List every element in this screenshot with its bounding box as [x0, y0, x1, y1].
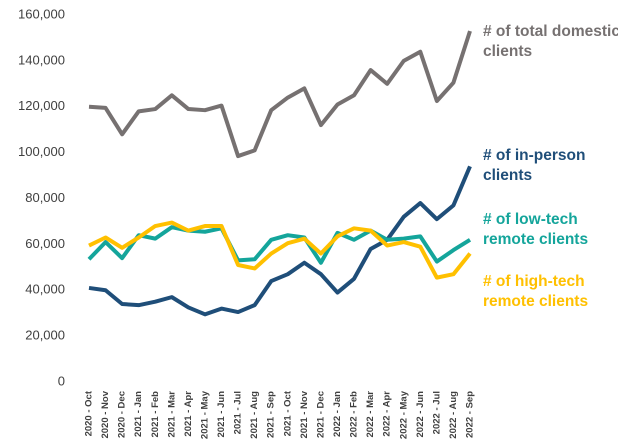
x-tick-label: 2022 - Mar	[365, 391, 376, 438]
x-tick-label: 2020 - Dec	[117, 391, 128, 438]
x-tick-label: 2021 - Apr	[183, 391, 194, 437]
y-tick-label: 60,000	[25, 236, 65, 251]
x-tick-label: 2022 - Sep	[465, 391, 476, 438]
x-tick-label: 2021 - Nov	[299, 390, 310, 438]
y-tick-label: 0	[58, 373, 65, 388]
x-tick-label: 2022 - Jan	[332, 391, 343, 437]
x-tick-label: 2022 - Feb	[349, 391, 360, 438]
x-tick-label: 2022 - Aug	[448, 391, 459, 439]
x-tick-label: 2022 - May	[398, 390, 409, 439]
x-tick-label: 2022 - Apr	[382, 391, 393, 437]
x-tick-label: 2021 - Jan	[133, 391, 144, 437]
x-tick-label: 2021 - Sep	[266, 391, 277, 438]
y-tick-label: 100,000	[18, 144, 65, 159]
x-tick-label: 2020 - Nov	[100, 390, 111, 438]
series-line	[88, 30, 472, 159]
x-tick-label: 2021 - Aug	[249, 391, 260, 439]
series-label: # of total domestic clients	[483, 23, 618, 60]
x-tick-label: 2021 - Dec	[315, 391, 326, 438]
series-label: # of low-tech remote clients	[483, 211, 589, 248]
y-tick-label: 40,000	[25, 282, 65, 297]
y-tick-label: 140,000	[18, 52, 65, 67]
y-tick-label: 80,000	[25, 190, 65, 205]
y-tick-label: 120,000	[18, 98, 65, 113]
series-label: # of high-tech remote clients	[483, 273, 589, 310]
x-tick-label: 2021 - Mar	[166, 391, 177, 438]
x-tick-label: 2021 - Jul	[233, 391, 244, 434]
x-tick-label: 2021 - Feb	[150, 391, 161, 438]
x-tick-label: 2021 - May	[199, 390, 210, 439]
x-tick-label: 2022 - Jul	[431, 391, 442, 434]
series-line	[87, 225, 472, 265]
series-line	[88, 220, 472, 280]
y-tick-label: 20,000	[25, 328, 65, 343]
x-tick-label: 2021 - Oct	[282, 390, 293, 436]
x-tick-label: 2022 - Jun	[415, 391, 426, 438]
series-label: # of in-person clients	[483, 147, 586, 184]
y-tick-label: 160,000	[18, 6, 65, 21]
x-tick-label: 2021 - Jun	[216, 391, 227, 438]
series-line	[88, 165, 472, 317]
x-tick-label: 2020 - Oct	[84, 390, 95, 436]
